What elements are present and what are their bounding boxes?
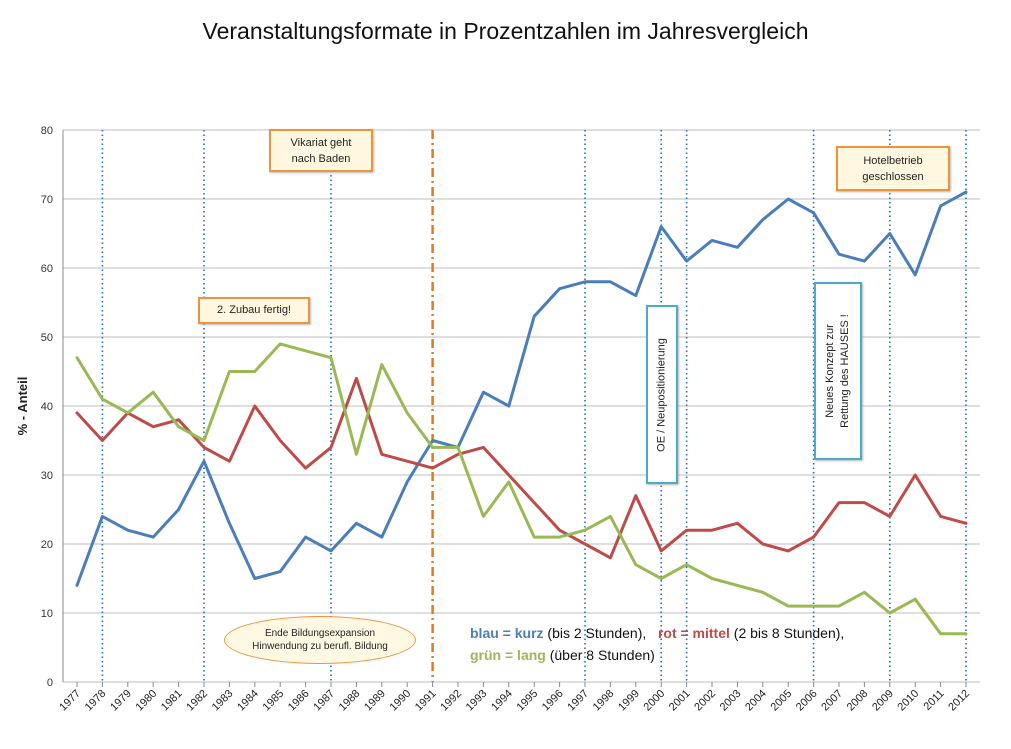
series-lines [75, 190, 968, 636]
y-tick-label-80: 80 [41, 125, 53, 137]
y-axis-label: % - Anteil [15, 377, 30, 436]
annotation-ende-line2: Hinwendung zu berufl. Bildung [252, 641, 388, 652]
y-tick-label-50: 50 [41, 332, 53, 344]
x-tick-label-1983: 1983 [210, 688, 236, 714]
x-tick-label-2010: 2010 [896, 688, 922, 714]
x-tick-label-2006: 2006 [794, 688, 820, 714]
x-tick-label-2002: 2002 [692, 688, 718, 714]
x-tick-label-1998: 1998 [591, 688, 617, 714]
annotation-konzept-line2: Rettung des HAUSES ! [839, 314, 851, 428]
x-tick-label-1997: 1997 [565, 688, 591, 714]
x-tick-label-2005: 2005 [769, 688, 795, 714]
x-tick-label-1982: 1982 [184, 688, 210, 714]
x-tick-label-1989: 1989 [362, 688, 388, 714]
y-axis-ticks: 0 10 20 30 40 50 60 70 80 [41, 125, 53, 689]
annotation-hotel-line2: geschlossen [862, 171, 924, 183]
grid-lines [62, 129, 980, 683]
x-tick-label-2004: 2004 [743, 688, 769, 714]
x-tick-label-1987: 1987 [311, 688, 337, 714]
series-line-gruen [75, 342, 968, 636]
y-tick-label-20: 20 [41, 539, 53, 551]
legend-gruen-desc: (über 8 Stunden) [545, 647, 655, 663]
x-tick-label-1980: 1980 [134, 688, 160, 714]
chart-title: Veranstaltungsformate in Prozentzahlen i… [202, 18, 809, 44]
x-tick-label-2003: 2003 [718, 688, 744, 714]
x-tick-label-1994: 1994 [489, 688, 515, 714]
y-tick-label-10: 10 [41, 608, 53, 620]
y-tick-label-60: 60 [41, 263, 53, 275]
year-marker-lines [101, 130, 967, 682]
annotation-vikariat-line2: nach Baden [291, 153, 351, 165]
annotation-konzept: Neues Konzept zur Rettung des HAUSES ! [814, 282, 862, 460]
x-tick-label-2009: 2009 [870, 688, 896, 714]
y-tick-label-40: 40 [41, 401, 53, 413]
x-tick-label-1999: 1999 [616, 688, 642, 714]
x-tick-label-1995: 1995 [515, 688, 541, 714]
series-line-blau [75, 190, 968, 587]
legend-blau-desc: (bis 2 Stunden), [543, 625, 647, 641]
x-tick-label-2008: 2008 [845, 688, 871, 714]
x-tick-label-1979: 1979 [108, 688, 134, 714]
x-tick-label-2007: 2007 [819, 688, 845, 714]
x-tick-label-2000: 2000 [642, 688, 668, 714]
series-line-rot [75, 376, 968, 560]
legend-rot-desc: (2 bis 8 Stunden), [729, 625, 845, 641]
annotation-vikariat: Vikariat geht nach Baden [269, 129, 373, 172]
annotation-ende: Ende Bildungsexpansion Hinwendung zu ber… [224, 616, 416, 664]
legend-blau: blau = kurz [470, 625, 544, 641]
annotation-ende-line1: Ende Bildungsexpansion [264, 628, 376, 639]
x-axis-ticks: 1977 1978 1979 1980 1981 1982 1983 1984 1985 1986… [57, 682, 972, 713]
annotation-vikariat-line1: Vikariat geht [290, 137, 352, 149]
annotation-zubau: 2. Zubau fertig! [198, 297, 310, 324]
x-tick-label-2011: 2011 [922, 688, 947, 713]
legend: blau = kurz (bis 2 Stunden), rot = mitte… [470, 622, 844, 666]
x-tick-label-2001: 2001 [667, 688, 693, 714]
x-tick-label-1985: 1985 [261, 688, 287, 714]
legend-gruen: grün = lang [470, 647, 546, 663]
x-tick-label-1996: 1996 [540, 688, 566, 714]
y-tick-label-0: 0 [47, 677, 53, 689]
x-tick-label-1991: 1991 [413, 688, 439, 714]
annotation-hotel-line1: Hotelbetrieb [863, 155, 923, 167]
annotation-konzept-line1: Neues Konzept zur [824, 324, 836, 418]
y-tick-label-70: 70 [41, 194, 53, 206]
x-tick-label-2012: 2012 [946, 688, 972, 714]
x-tick-label-1984: 1984 [235, 688, 261, 714]
x-tick-label-1990: 1990 [388, 688, 414, 714]
annotation-hotel: Hotelbetrieb geschlossen [836, 146, 950, 191]
x-tick-label-1977: 1977 [57, 688, 83, 714]
x-tick-label-1992: 1992 [438, 688, 464, 714]
annotation-zubau-text: 2. Zubau fertig! [217, 304, 291, 316]
x-tick-label-1993: 1993 [464, 688, 490, 714]
x-tick-label-1988: 1988 [337, 688, 363, 714]
annotation-oe-text: OE / Neupositionierung [655, 337, 668, 452]
annotation-oe: OE / Neupositionierung [646, 305, 678, 484]
legend-rot: rot = mittel [657, 625, 730, 641]
x-tick-label-1981: 1981 [159, 688, 185, 714]
x-tick-label-1978: 1978 [83, 688, 109, 714]
x-tick-label-1986: 1986 [286, 688, 312, 714]
y-tick-label-30: 30 [41, 470, 53, 482]
